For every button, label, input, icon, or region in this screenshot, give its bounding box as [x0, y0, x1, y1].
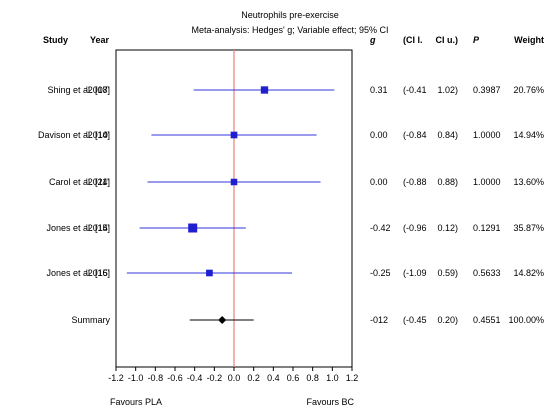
study-3-row: Carol et al. [24]'2011' 0.00 (-0.88 0.88) 1.… [49, 177, 544, 187]
summary-ci-upper: 0.20) [437, 315, 458, 325]
study-3-ci-lower: (-0.88 [403, 177, 427, 187]
study-5-ci-upper: 0.59) [437, 268, 458, 278]
study-5-row: Jones et al. [16]'2015' -0.25 (-1.09 0.59) 0… [46, 268, 544, 278]
study-2-ci-upper: 0.84) [437, 130, 458, 140]
x-tick-label: -1.0 [128, 373, 144, 383]
header-p: P [473, 35, 480, 45]
header-study: Study [43, 35, 68, 45]
rows-layer: Shing et al. [18]'2007' 0.31 (-0.41 1.02) 0.… [38, 85, 544, 325]
header-ci-lower: (CI l. [403, 35, 423, 45]
study-4-marker [188, 223, 198, 233]
header-g: g [369, 35, 376, 45]
study-2-row: Davison et al. [14]'2010' 0.00 (-0.84 0.84)… [38, 130, 544, 140]
favours-right-label: Favours BC [306, 397, 354, 407]
study-2-g: 0.00 [370, 130, 388, 140]
study-4-label: Jones et al. [15] [46, 223, 110, 233]
study-3-weight: 13.60% [513, 177, 544, 187]
chart-title: Neutrophils pre-exercise [241, 10, 339, 20]
summary-diamond [218, 316, 227, 324]
x-axis: -1.2 -1.0 -0.8 -0.6 -0.4 -0.2 0.0 0.2 0.4 0.6 0.8 1… [108, 367, 358, 383]
study-3-marker [230, 178, 238, 186]
study-1-ci-upper: 1.02) [437, 85, 458, 95]
study-4-p: 0.1291 [473, 223, 501, 233]
study-2-marker [230, 131, 238, 139]
x-tick-label: -0.8 [148, 373, 164, 383]
x-tick-label: 0.6 [287, 373, 300, 383]
x-tick-label: 1.2 [346, 373, 359, 383]
x-tick-label: 0.4 [267, 373, 280, 383]
study-1-marker [260, 86, 269, 94]
summary-row: Summary -012 (-0.45 0.20) 0.4551 100.00% [71, 315, 544, 325]
study-1-row: Shing et al. [18]'2007' 0.31 (-0.41 1.02) 0.… [47, 85, 544, 95]
x-tick-label: -0.6 [167, 373, 183, 383]
study-3-p: 1.0000 [473, 177, 501, 187]
favours-left-label: Favours PLA [110, 397, 162, 407]
study-4-ci-upper: 0.12) [437, 223, 458, 233]
study-4-ci-lower: (-0.96 [403, 223, 427, 233]
study-5-g: -0.25 [370, 268, 391, 278]
study-2-p: 1.0000 [473, 130, 501, 140]
study-1-year: '2007' [86, 85, 110, 95]
summary-g: -012 [370, 315, 388, 325]
study-3-ci-upper: 0.88) [437, 177, 458, 187]
study-5-weight: 14.82% [513, 268, 544, 278]
study-4-weight: 35.87% [513, 223, 544, 233]
summary-weight: 100.00% [508, 315, 544, 325]
study-2-ci-lower: (-0.84 [403, 130, 427, 140]
study-1-label: Shing et al. [18] [47, 85, 110, 95]
study-5-ci-lower: (-1.09 [403, 268, 427, 278]
summary-ci-lower: (-0.45 [403, 315, 427, 325]
study-4-g: -0.42 [370, 223, 391, 233]
study-4-row: Jones et al. [15]'2014' -0.42 (-0.96 0.12) 0… [46, 223, 544, 233]
study-2-year: '2010' [86, 130, 110, 140]
study-2-label: Davison et al. [14] [38, 130, 110, 140]
x-tick-label: 0.8 [306, 373, 319, 383]
x-tick-label: -0.2 [207, 373, 223, 383]
x-tick-label: 1.0 [326, 373, 339, 383]
summary-label: Summary [71, 315, 110, 325]
x-tick-label: -0.4 [187, 373, 203, 383]
x-tick-label: 0.2 [247, 373, 260, 383]
study-1-weight: 20.76% [513, 85, 544, 95]
study-3-g: 0.00 [370, 177, 388, 187]
study-2-weight: 14.94% [513, 130, 544, 140]
header-year: Year [90, 35, 110, 45]
study-3-year: '2011' [86, 177, 109, 187]
study-5-label: Jones et al. [16] [46, 268, 110, 278]
study-5-year: '2015' [86, 268, 110, 278]
summary-p: 0.4551 [473, 315, 501, 325]
header-ci-upper: CI u.) [436, 35, 459, 45]
study-3-label: Carol et al. [24] [49, 177, 110, 187]
study-5-p: 0.5633 [473, 268, 501, 278]
header-weight: Weight [514, 35, 544, 45]
study-1-p: 0.3987 [473, 85, 501, 95]
study-5-marker [206, 269, 213, 277]
x-tick-label: 0.0 [228, 373, 241, 383]
chart-subtitle: Meta-analysis: Hedges' g; Variable effec… [192, 25, 389, 35]
x-tick-label: -1.2 [108, 373, 124, 383]
study-1-g: 0.31 [370, 85, 388, 95]
study-1-ci-lower: (-0.41 [403, 85, 427, 95]
study-4-year: '2014' [86, 223, 110, 233]
